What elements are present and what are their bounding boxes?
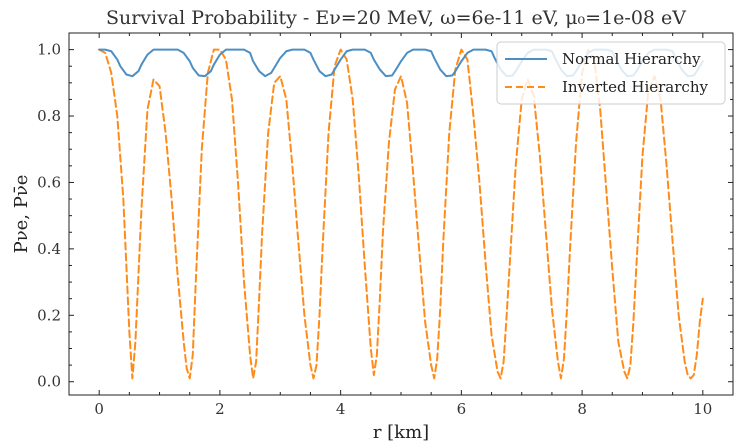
x-tick-label: 2 bbox=[215, 400, 225, 418]
y-tick-label: 0.6 bbox=[37, 173, 61, 191]
y-tick-label: 0.8 bbox=[37, 107, 61, 125]
legend-label-inverted-hierarchy: Inverted Hierarchy bbox=[562, 78, 708, 96]
y-tick-label: 0.0 bbox=[37, 373, 61, 391]
x-tick-label: 4 bbox=[336, 400, 346, 418]
legend-box bbox=[496, 41, 726, 105]
x-tick-label: 10 bbox=[693, 400, 712, 418]
series-line-inverted-hierarchy bbox=[98, 48, 704, 380]
legend: Normal Hierarchy Inverted Hierarchy bbox=[496, 41, 726, 105]
x-axis-label: r [km] bbox=[373, 422, 429, 443]
y-axis-ticks: 0.0 0.2 0.4 0.6 0.8 1.0 bbox=[37, 41, 733, 391]
y-tick-label: 0.4 bbox=[37, 240, 61, 258]
legend-label-normal-hierarchy: Normal Hierarchy bbox=[562, 50, 701, 68]
x-tick-label: 0 bbox=[94, 400, 104, 418]
y-tick-label: 0.2 bbox=[37, 306, 61, 324]
chart-title: Survival Probability - Eν=20 MeV, ω=6e-1… bbox=[106, 7, 686, 29]
x-tick-label: 8 bbox=[577, 400, 587, 418]
x-tick-label: 6 bbox=[457, 400, 467, 418]
x-axis-ticks: 0 2 4 6 8 10 bbox=[94, 33, 712, 418]
y-tick-label: 1.0 bbox=[37, 41, 61, 59]
y-axis-label: Pνe, Pν̄e bbox=[11, 175, 32, 254]
